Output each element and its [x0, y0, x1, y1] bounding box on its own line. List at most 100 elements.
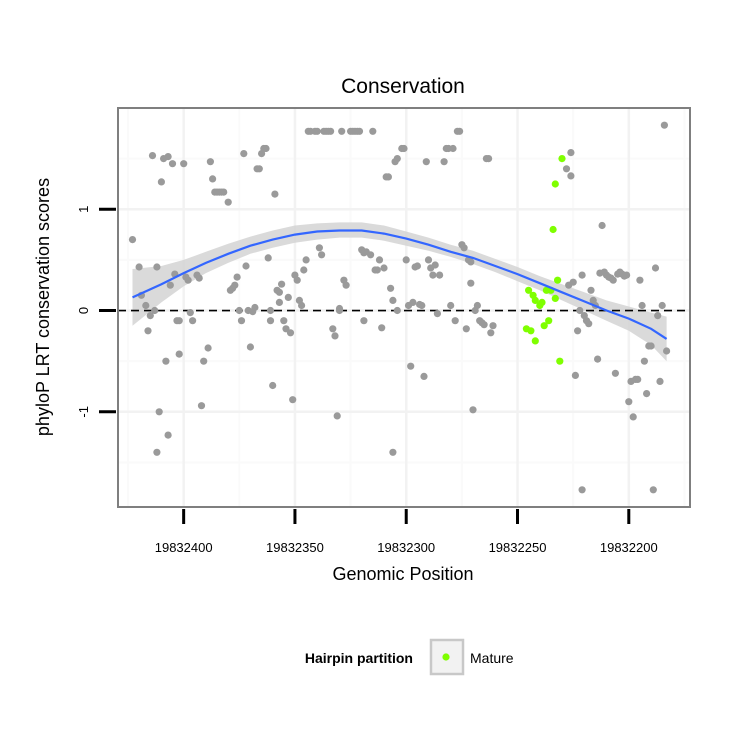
data-point: [153, 448, 161, 456]
data-point: [373, 266, 381, 274]
data-point: [278, 280, 286, 288]
data-point: [656, 377, 664, 385]
data-point: [342, 281, 350, 289]
data-point: [393, 306, 401, 315]
mature-point: [558, 155, 566, 163]
x-tick-label: 19832350: [266, 540, 324, 555]
data-point: [255, 165, 263, 173]
data-point: [157, 178, 165, 186]
data-point: [413, 262, 421, 270]
mature-point: [556, 357, 564, 365]
data-point: [289, 396, 297, 404]
data-point: [235, 306, 243, 315]
data-point: [128, 236, 137, 244]
data-point: [634, 375, 642, 383]
data-point: [233, 273, 241, 281]
data-point: [262, 144, 270, 153]
y-tick-label: 0: [76, 307, 91, 314]
data-point: [142, 301, 150, 310]
data-point: [266, 317, 275, 325]
panel-border: [117, 107, 691, 508]
x-axis-title: Genomic Position: [332, 564, 473, 584]
data-point: [462, 325, 470, 333]
data-point: [440, 158, 448, 166]
data-point: [485, 155, 493, 163]
mature-point: [522, 325, 531, 333]
data-point: [402, 256, 410, 264]
chart-title: Conservation: [341, 75, 465, 98]
data-point: [467, 258, 475, 266]
data-point: [456, 127, 464, 135]
data-point: [168, 160, 177, 168]
x-tick-label: 19832300: [377, 540, 435, 555]
data-point: [275, 298, 283, 306]
data-point: [175, 350, 183, 358]
data-point: [231, 281, 239, 289]
mature-point: [531, 337, 539, 345]
gray-points: [128, 121, 671, 494]
data-point: [578, 271, 586, 279]
data-point: [389, 448, 397, 456]
data-point: [587, 286, 595, 294]
mature-point: [545, 317, 553, 325]
y-tick-label: -1: [76, 406, 91, 418]
data-point: [269, 381, 277, 390]
data-point: [242, 262, 250, 270]
data-point: [293, 276, 301, 284]
data-point: [418, 301, 426, 310]
data-point: [489, 322, 497, 330]
data-point: [153, 263, 161, 271]
data-point: [360, 317, 368, 325]
data-point: [313, 127, 321, 135]
data-point: [206, 158, 214, 166]
legend-key-mature-dot: [442, 653, 450, 661]
data-point: [578, 486, 586, 494]
data-point: [237, 317, 246, 325]
data-point: [318, 251, 326, 259]
data-point: [562, 165, 571, 173]
data-point: [331, 332, 339, 340]
data-point: [654, 312, 662, 320]
data-point: [663, 347, 671, 355]
data-point: [162, 357, 170, 365]
data-point: [195, 274, 203, 282]
data-point: [251, 303, 259, 312]
y-axis-ticks: -1 0 1: [76, 206, 116, 418]
data-point: [433, 310, 441, 318]
data-point: [175, 317, 183, 325]
mature-point: [554, 276, 562, 284]
data-point: [643, 390, 651, 398]
y-tick-label: 1: [76, 206, 91, 213]
data-point: [429, 271, 437, 279]
data-point: [164, 431, 172, 439]
data-point: [144, 327, 152, 335]
data-point: [197, 402, 206, 410]
data-point: [338, 127, 346, 135]
mature-point: [531, 296, 539, 304]
mature-point: [540, 322, 548, 330]
mature-point: [551, 180, 559, 188]
data-point: [387, 284, 395, 292]
data-point: [355, 127, 364, 135]
data-point: [460, 244, 468, 252]
data-point: [469, 406, 477, 414]
data-point: [407, 362, 415, 370]
data-point: [220, 188, 228, 196]
data-point: [166, 281, 174, 289]
x-tick-label: 19832250: [489, 540, 547, 555]
data-point: [571, 371, 580, 379]
data-point: [200, 357, 208, 365]
data-point: [271, 190, 279, 198]
data-point: [335, 304, 344, 313]
data-point: [155, 408, 163, 416]
mature-point: [538, 298, 546, 306]
data-point: [651, 264, 660, 272]
data-point: [567, 149, 575, 157]
x-tick-label: 19832400: [155, 540, 213, 555]
data-point: [224, 198, 232, 206]
data-point: [300, 266, 308, 274]
legend-title: Hairpin partition: [305, 650, 413, 666]
data-point: [286, 329, 295, 337]
data-point: [647, 342, 655, 350]
data-point: [180, 160, 188, 168]
